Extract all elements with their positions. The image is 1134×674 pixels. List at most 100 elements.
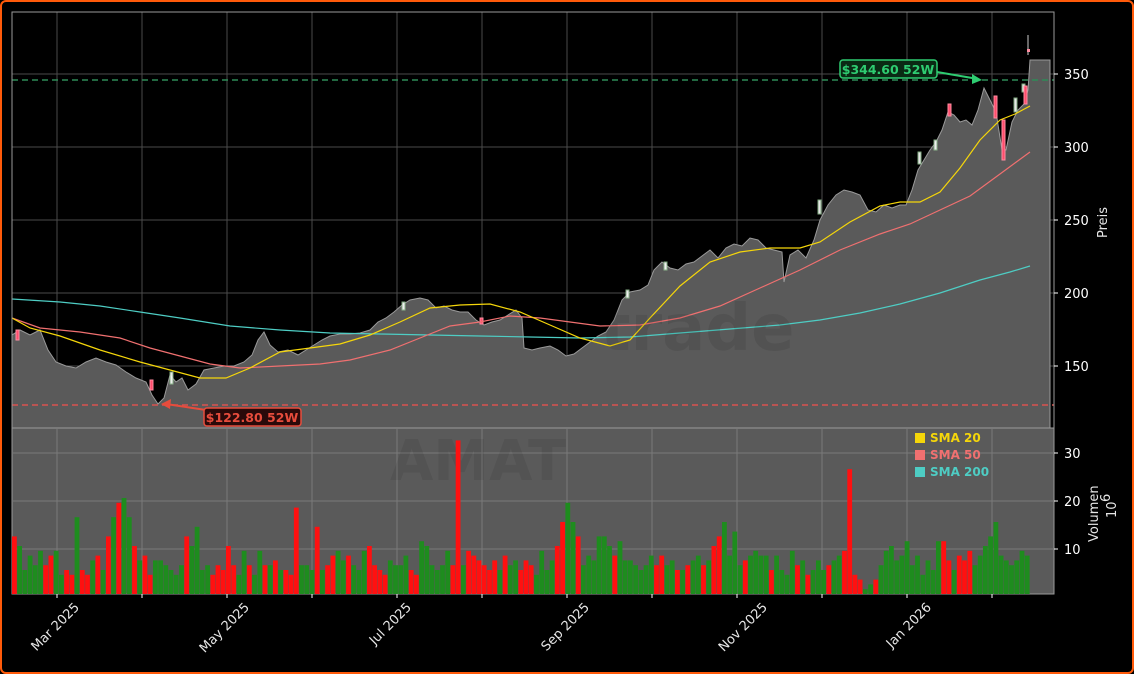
volume-bar	[763, 555, 769, 594]
volume-bar	[100, 570, 106, 594]
volume-bar	[998, 555, 1004, 594]
sma200-line	[11, 265, 1031, 339]
volume-bar	[283, 570, 289, 594]
volume-bar	[669, 560, 675, 594]
volume-bar	[638, 570, 644, 594]
volume-bar	[518, 570, 524, 594]
volume-bar	[450, 565, 456, 594]
volume-bar	[158, 560, 163, 594]
volume-bar	[17, 546, 22, 594]
volume-bar	[12, 536, 17, 594]
volume-bar	[476, 560, 482, 594]
volume-bar	[440, 565, 445, 594]
price-axis-label: Preis	[1096, 207, 1111, 238]
svg-text:30: 30	[1064, 447, 1081, 462]
volume-bar	[273, 560, 278, 594]
volume-bar	[727, 555, 732, 594]
candlesticks	[15, 35, 1030, 391]
volume-bar	[852, 574, 858, 594]
52w-high-label: $344.60 52W	[839, 59, 938, 79]
volume-bar	[142, 555, 148, 594]
volume-bar	[106, 536, 111, 594]
volume-bar	[69, 574, 75, 594]
volume-bar	[53, 550, 59, 594]
volume-bar	[831, 560, 837, 594]
volume-bar	[95, 555, 101, 594]
volume-bar	[894, 560, 900, 594]
volume-bar	[972, 565, 978, 594]
volume-bar	[126, 517, 132, 594]
volume-bar	[382, 574, 388, 594]
volume-panel: AMAT SMA 20 SMA 50 SMA 200	[11, 427, 1055, 595]
volume-bar	[79, 570, 85, 594]
volume-bar	[205, 565, 210, 594]
volume-bar	[85, 574, 90, 594]
volume-bar	[789, 550, 795, 594]
volume-bar	[784, 574, 790, 594]
volume-bar	[628, 560, 633, 594]
volume-bar	[74, 517, 80, 594]
volume-bar	[685, 565, 691, 594]
volume-bar	[173, 574, 179, 594]
volume-bar	[946, 560, 952, 594]
volume-bar	[581, 565, 586, 594]
volume-bar	[904, 541, 910, 594]
volume-bar	[659, 555, 665, 594]
volume-bar	[936, 541, 941, 594]
volume-bar	[915, 555, 920, 594]
volume-bar	[565, 502, 571, 594]
volume-bar	[210, 574, 216, 594]
volume-bar	[1014, 560, 1020, 594]
volume-bar	[826, 565, 832, 594]
volume-bar	[622, 560, 628, 594]
svg-text:Jan 2026: Jan 2026	[883, 600, 935, 652]
svg-text:$122.80 52W: $122.80 52W	[206, 410, 299, 425]
volume-bar	[962, 560, 967, 594]
volume-bar	[523, 560, 529, 594]
volume-bar	[236, 574, 242, 594]
volume-bar	[497, 570, 503, 594]
brand-watermark: trade	[600, 292, 795, 366]
volume-bar	[408, 570, 414, 594]
high-arrow-head	[972, 74, 982, 84]
volume-bar	[288, 574, 294, 594]
volume-bar	[231, 565, 237, 594]
legend: SMA 20 SMA 50 SMA 200	[915, 431, 989, 479]
volume-bar	[930, 570, 936, 594]
volume-bar	[340, 560, 346, 594]
volume-bar	[554, 546, 560, 594]
volume-bar	[377, 570, 383, 594]
volume-bar	[492, 560, 498, 594]
volume-bar	[507, 565, 513, 594]
volume-bar	[690, 560, 696, 594]
volume-bar	[314, 526, 320, 594]
volume-bars	[12, 440, 1030, 594]
volume-bar	[398, 565, 404, 594]
volume-bar	[320, 570, 325, 594]
volume-bar	[168, 570, 174, 594]
volume-bar	[163, 565, 169, 594]
volume-bar	[179, 565, 184, 594]
volume-bar	[607, 546, 612, 594]
volume-bar	[732, 531, 738, 594]
volume-bar	[706, 560, 712, 594]
svg-text:20: 20	[1064, 495, 1081, 510]
svg-text:Jul 2025: Jul 2025	[366, 600, 415, 649]
volume-bar	[335, 550, 341, 594]
svg-text:250: 250	[1064, 214, 1089, 229]
volume-bar	[988, 536, 993, 594]
volume-bar	[753, 550, 759, 594]
volume-bar	[387, 560, 393, 594]
volume-bar	[701, 565, 706, 594]
volume-bar	[967, 550, 973, 594]
volume-bar	[941, 541, 947, 594]
volume-bar	[742, 560, 748, 594]
volume-bar	[774, 555, 779, 594]
volume-bar	[816, 560, 821, 594]
legend-swatch-sma20	[915, 433, 925, 443]
svg-text:10: 10	[1105, 501, 1120, 518]
volume-bar	[372, 565, 377, 594]
volume-bar	[575, 536, 581, 594]
volume-bar	[695, 555, 701, 594]
